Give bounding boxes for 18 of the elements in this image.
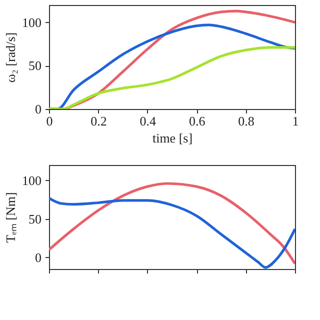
x-axis-title: time [s]	[152, 130, 193, 146]
x-tick-label: 0.6	[188, 114, 206, 128]
y-tick-label: 0	[35, 250, 42, 265]
y-axis-title: Tₑₘ [Nm]	[3, 192, 18, 243]
y-tick-label: 100	[22, 172, 42, 188]
y-tick-label: 0	[35, 102, 42, 116]
x-tick-label: 1	[292, 114, 299, 128]
x-tick-label: 0.2	[90, 114, 107, 128]
line-series	[49, 196, 295, 269]
y-tick-label: 50	[28, 211, 42, 226]
y-tick-label: 100	[22, 14, 42, 30]
y-tick-label: 50	[28, 58, 42, 74]
x-tick-label: 0.8	[238, 114, 254, 128]
x-tick-label: 0	[46, 114, 53, 128]
line-series	[49, 46, 295, 109]
line-series	[49, 182, 295, 265]
y-axis-title: ω₂ [rad/s]	[3, 32, 18, 83]
x-tick-label: 0.4	[140, 114, 157, 128]
